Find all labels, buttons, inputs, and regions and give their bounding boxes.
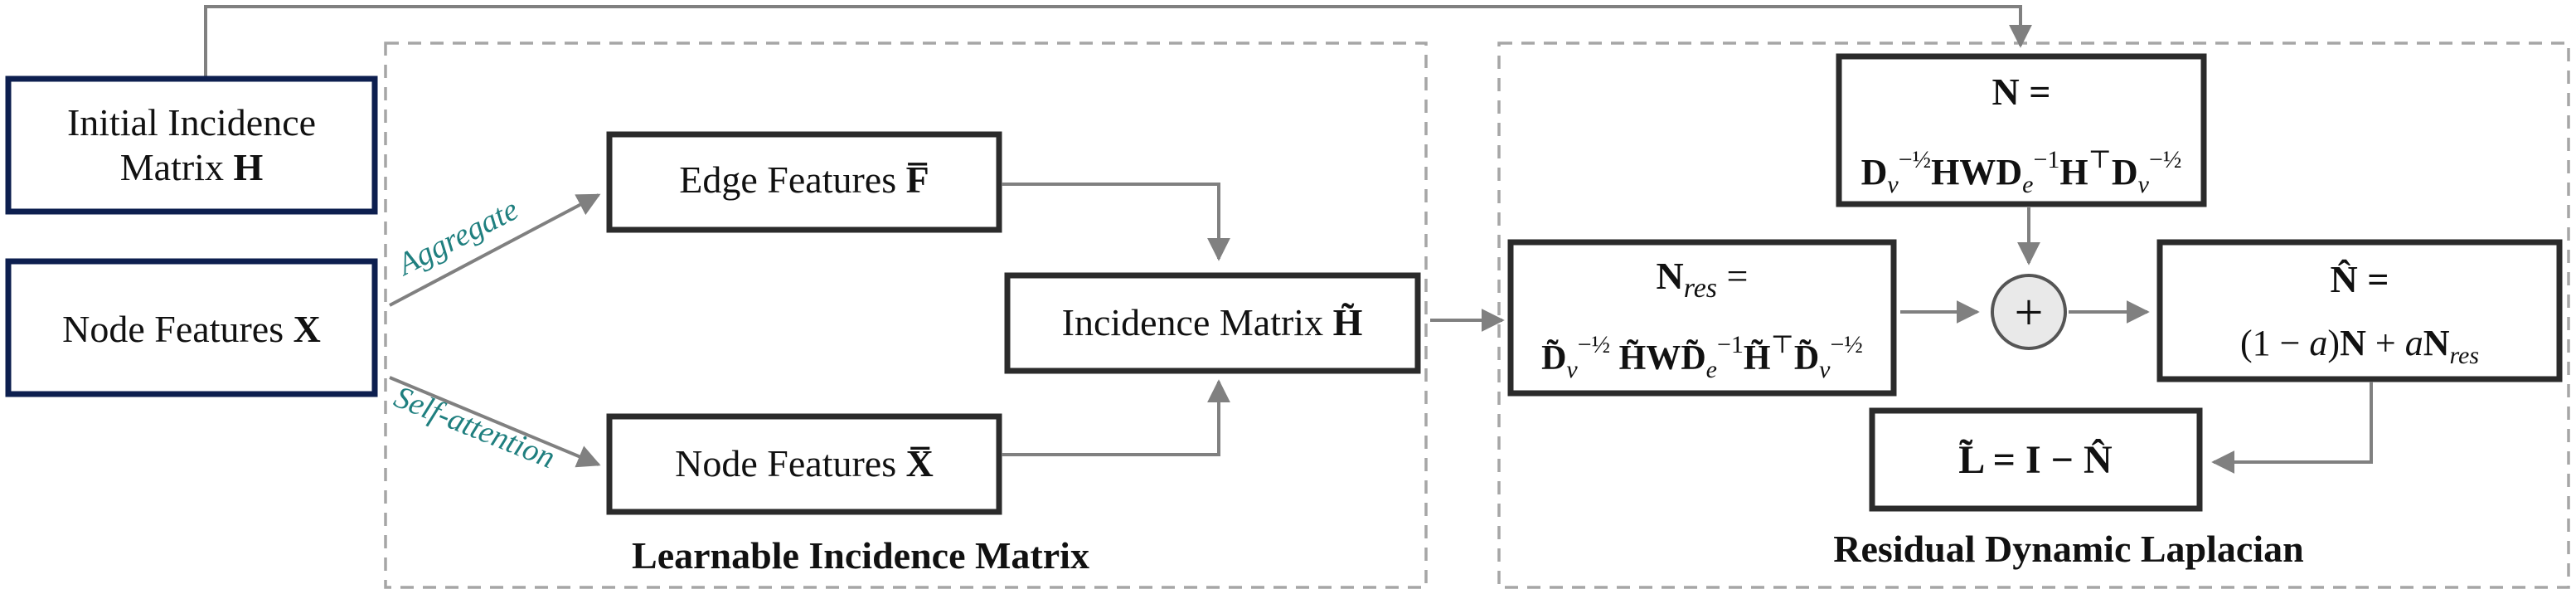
formula-token: H̃WD̃ bbox=[1610, 338, 1706, 377]
formula-token: e bbox=[2022, 171, 2033, 198]
self-attention-label: Self-attention bbox=[390, 379, 560, 475]
formula-token: e bbox=[1706, 356, 1717, 383]
initial-incidence-label-2: Matrix H bbox=[120, 146, 264, 188]
aggregate-arrow bbox=[389, 193, 601, 307]
formula-token: v bbox=[1819, 356, 1831, 383]
node-features-bar-label: Node Features X̅ bbox=[675, 442, 934, 484]
n-box-head: N = bbox=[1992, 71, 2051, 113]
formula-token: −½ bbox=[1899, 146, 1931, 173]
learnable-panel bbox=[384, 41, 1428, 589]
formula-token: D bbox=[1861, 152, 1888, 192]
nres-box-head: Nres = bbox=[1657, 255, 1749, 304]
formula-token: N bbox=[2423, 323, 2450, 363]
formula-token: a bbox=[2309, 323, 2327, 363]
self-attention-arrow bbox=[389, 376, 601, 468]
formula-token: HWD bbox=[1931, 152, 2022, 192]
formula-token: H bbox=[2059, 152, 2088, 192]
nres-box-formula: D̃v−½ H̃WD̃e−1H̃⊤D̃v−½ bbox=[1541, 331, 1863, 383]
laplacian-formula: L̃ = I − N̂ bbox=[1958, 437, 2113, 482]
initial-incidence-label: Initial Incidence bbox=[67, 101, 316, 144]
incidence-matrix-label: Incidence Matrix H̃ bbox=[1062, 301, 1363, 343]
node-features-input-label: Node Features X bbox=[62, 308, 321, 350]
initial-incidence-box bbox=[5, 75, 378, 215]
formula-token: D̃ bbox=[1794, 338, 1819, 377]
formula-token: −½ bbox=[2149, 146, 2181, 173]
formula-token: ) bbox=[2327, 323, 2340, 363]
formula-token: N bbox=[2340, 323, 2366, 363]
nhat-box-formula: (1 − a)N + aNres bbox=[2240, 323, 2479, 369]
top-routing-arrow bbox=[204, 5, 2032, 76]
plus-symbol: + bbox=[2015, 285, 2044, 341]
formula-token: −½ bbox=[1830, 331, 1862, 358]
node-features-bar-box bbox=[606, 413, 1002, 515]
formula-token: a bbox=[2405, 323, 2423, 363]
nhat-to-laplacian-arrow bbox=[2211, 382, 2373, 474]
formula-token: ⊤ bbox=[1771, 331, 1794, 358]
formula-token: D̃ bbox=[1541, 338, 1566, 377]
n-box bbox=[1836, 53, 2207, 207]
laplacian-box bbox=[1869, 407, 2203, 512]
formula-token: v bbox=[1566, 356, 1578, 383]
node-features-input-box bbox=[5, 258, 378, 397]
formula-token: res bbox=[2449, 342, 2479, 369]
node-to-incidence-arrow bbox=[1002, 379, 1230, 456]
incidence-matrix-box bbox=[1004, 272, 1421, 374]
formula-token: + bbox=[2366, 323, 2405, 363]
residual-panel-title: Residual Dynamic Laplacian bbox=[1833, 528, 2303, 570]
formula-token: v bbox=[2138, 171, 2150, 198]
edge-features-label: Edge Features F̅ bbox=[679, 158, 929, 201]
learnable-panel-title: Learnable Incidence Matrix bbox=[632, 534, 1089, 577]
nhat-box-head: N̂ = bbox=[2331, 258, 2389, 300]
formula-token: −1 bbox=[1717, 331, 1744, 358]
formula-token: −1 bbox=[2033, 146, 2059, 173]
formula-token: v bbox=[1887, 171, 1899, 198]
formula-token: H̃ bbox=[1744, 338, 1771, 377]
plus-circle bbox=[1991, 274, 2067, 350]
formula-token: (1 − bbox=[2240, 323, 2309, 363]
formula-token: ⊤ bbox=[2088, 146, 2112, 173]
formula-token: −½ bbox=[1578, 331, 1610, 358]
edge-features-box bbox=[606, 131, 1002, 233]
edge-to-incidence-arrow bbox=[1002, 183, 1230, 261]
nres-box bbox=[1507, 239, 1897, 397]
n-box-formula: Dv−½HWDe−1H⊤Dv−½ bbox=[1861, 146, 2182, 198]
formula-token: D bbox=[2112, 152, 2138, 192]
nhat-box bbox=[2156, 239, 2563, 382]
